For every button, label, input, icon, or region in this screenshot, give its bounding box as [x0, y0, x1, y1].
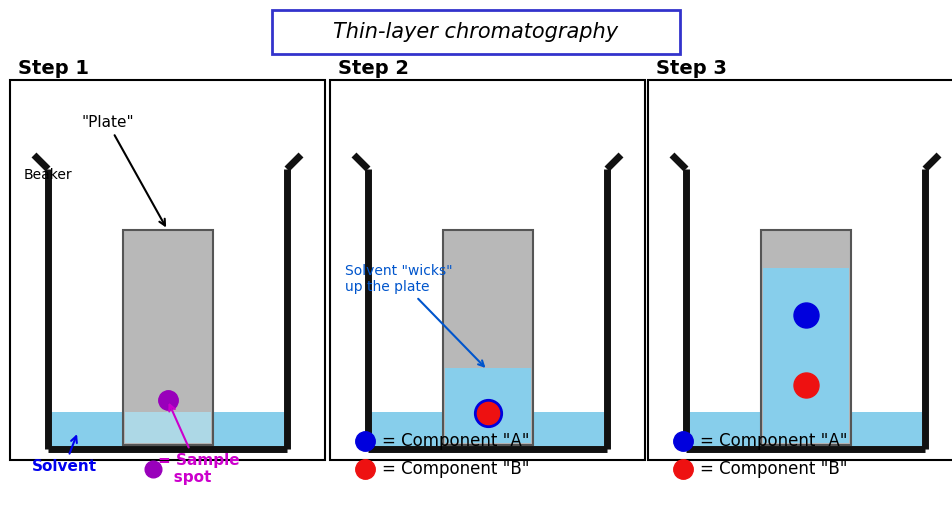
Bar: [761, 230, 850, 445]
Text: = Component "B": = Component "B": [700, 460, 847, 478]
Bar: [763, 268, 848, 443]
Bar: [272, 10, 680, 54]
Text: = Component "A": = Component "A": [700, 432, 847, 450]
Bar: [330, 80, 645, 460]
Text: Solvent "wicks"
up the plate: Solvent "wicks" up the plate: [345, 264, 484, 366]
Bar: [371, 412, 604, 447]
Text: Step 1: Step 1: [18, 60, 89, 79]
Text: Beaker: Beaker: [24, 168, 72, 182]
Bar: [445, 368, 530, 443]
Bar: [443, 230, 532, 445]
Text: = Component "A": = Component "A": [382, 432, 529, 450]
Bar: [125, 412, 210, 443]
Text: "Plate": "Plate": [81, 115, 165, 225]
Text: Solvent: Solvent: [32, 436, 97, 474]
Bar: [51, 412, 284, 447]
Bar: [123, 230, 212, 445]
Text: = Sample
   spot: = Sample spot: [157, 405, 239, 485]
Bar: [648, 80, 952, 460]
Text: Step 2: Step 2: [338, 60, 409, 79]
Bar: [10, 80, 325, 460]
Text: Thin-layer chromatography: Thin-layer chromatography: [333, 22, 619, 42]
Text: Step 3: Step 3: [656, 60, 727, 79]
Text: = Component "B": = Component "B": [382, 460, 529, 478]
Bar: [689, 412, 922, 447]
